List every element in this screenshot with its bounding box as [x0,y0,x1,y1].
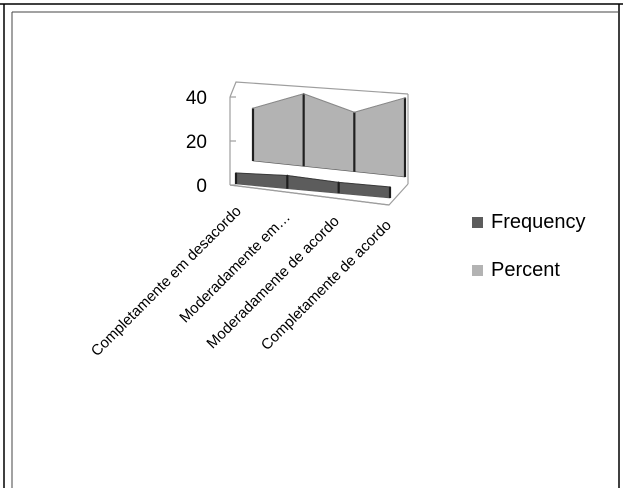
series-ridge-frequency [338,181,391,188]
data-point-frequency-2 [337,181,340,184]
legend: Frequency Percent [472,211,586,281]
y-axis-ticks: 0 20 40 [186,88,207,197]
series-layer [234,92,407,199]
legend-label-percent: Percent [491,259,560,281]
legend-swatch-frequency [472,217,483,228]
data-point-frequency-0 [235,172,237,174]
y-tick-label: 20 [186,132,207,153]
data-point-percent-2 [353,111,356,114]
x-axis-front-edge [229,184,390,206]
series-ridge-percent [252,93,304,109]
data-point-percent-1 [302,92,305,95]
legend-label-frequency: Frequency [491,211,586,233]
series-ridge-frequency [287,174,339,183]
series-ridge-percent [354,97,406,113]
y-tick-label: 40 [186,88,207,109]
legend-swatch-percent [472,265,483,276]
series-ridge-percent [303,93,355,113]
y-tick-label: 0 [196,176,207,197]
x-axis-labels: Completamente em desacordoModeradamente … [88,203,395,360]
data-point-frequency-3 [389,186,391,188]
series-ridge-frequency [235,172,288,176]
gridline-top-perspective [229,81,409,98]
series-area-percent [252,93,406,178]
data-point-frequency-1 [286,174,289,177]
gridlines [229,81,409,186]
data-point-percent-3 [404,97,406,99]
data-point-percent-0 [252,107,254,109]
series-area-frequency [235,172,391,199]
